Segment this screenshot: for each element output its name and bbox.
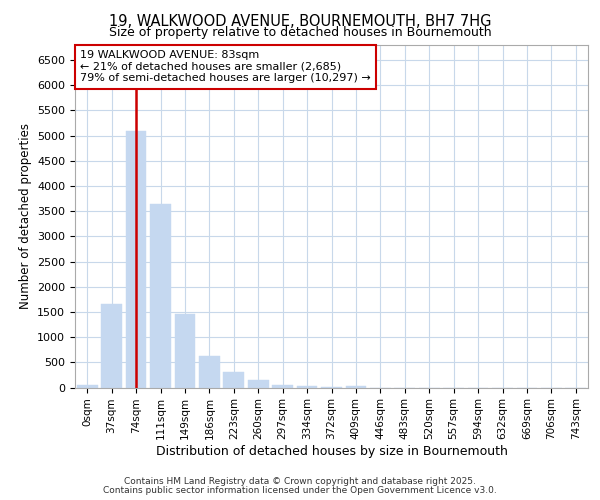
Bar [175,314,196,388]
Bar [150,204,171,388]
Bar [272,385,293,388]
Bar [346,386,367,388]
Bar [223,372,244,388]
Bar [248,380,269,388]
Bar [77,385,98,388]
Bar [101,304,122,388]
Bar [296,386,317,388]
Bar [125,130,146,388]
X-axis label: Distribution of detached houses by size in Bournemouth: Distribution of detached houses by size … [155,445,508,458]
Text: Contains HM Land Registry data © Crown copyright and database right 2025.: Contains HM Land Registry data © Crown c… [124,477,476,486]
Y-axis label: Number of detached properties: Number of detached properties [19,123,32,309]
Text: 19 WALKWOOD AVENUE: 83sqm
← 21% of detached houses are smaller (2,685)
79% of se: 19 WALKWOOD AVENUE: 83sqm ← 21% of detac… [80,50,371,84]
Text: 19, WALKWOOD AVENUE, BOURNEMOUTH, BH7 7HG: 19, WALKWOOD AVENUE, BOURNEMOUTH, BH7 7H… [109,14,491,29]
Text: Contains public sector information licensed under the Open Government Licence v3: Contains public sector information licen… [103,486,497,495]
Text: Size of property relative to detached houses in Bournemouth: Size of property relative to detached ho… [109,26,491,39]
Bar [321,387,342,388]
Bar [199,356,220,388]
